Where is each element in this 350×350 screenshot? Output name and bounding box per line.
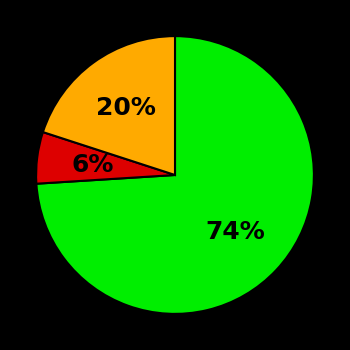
Wedge shape bbox=[36, 36, 314, 314]
Text: 6%: 6% bbox=[71, 153, 113, 176]
Text: 74%: 74% bbox=[206, 220, 266, 244]
Wedge shape bbox=[36, 132, 175, 184]
Text: 20%: 20% bbox=[96, 96, 156, 120]
Wedge shape bbox=[43, 36, 175, 175]
